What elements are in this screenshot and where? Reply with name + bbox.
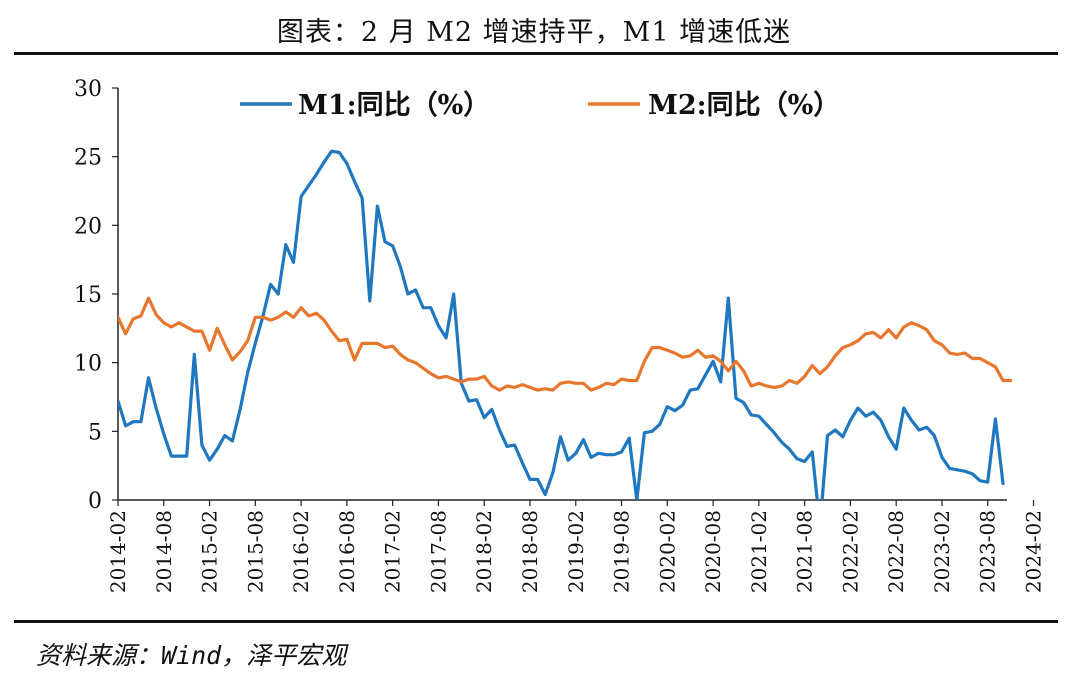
y-tick-label: 30 [74, 77, 102, 102]
x-tick-label: 2014-02 [106, 510, 130, 593]
x-tick-label: 2016-08 [335, 510, 359, 593]
y-tick-label: 10 [74, 352, 102, 377]
x-tick-label: 2019-08 [610, 510, 634, 593]
chart-axes: 0 5 10 15 20 25 30 2014-02 2014-08 2015-02 2015-08… [74, 77, 1046, 593]
legend-m2-label: M2:同比（%） [648, 90, 840, 121]
x-tick-label: 2021-08 [793, 510, 817, 593]
y-tick-label: 25 [74, 146, 102, 171]
x-tick-label: 2022-08 [884, 510, 908, 593]
y-tick-label: 0 [88, 489, 102, 514]
x-tick-label: 2017-08 [426, 510, 450, 593]
chart-title: 图表：2 月 M2 增速持平，M1 增速低迷 [276, 17, 792, 48]
x-tick-label: 2015-08 [243, 510, 267, 593]
chart-lines [118, 149, 1013, 500]
legend-m1-label: M1:同比（%） [298, 90, 490, 121]
chart-legend: M1:同比（%） M2:同比（%） [240, 90, 840, 121]
x-tick-label: 2022-02 [838, 510, 862, 593]
x-tick-label: 2023-08 [976, 510, 1000, 593]
x-tick-label: 2018-02 [472, 510, 496, 593]
x-tick-label: 2020-02 [655, 510, 679, 593]
x-tick-label: 2024-02 [1022, 510, 1046, 593]
bottom-divider [14, 620, 1058, 623]
x-tick-label: 2020-08 [701, 510, 725, 593]
title-divider [14, 52, 1058, 55]
x-tick-label: 2019-02 [564, 510, 588, 593]
line-chart: 0 5 10 15 20 25 30 2014-02 2014-08 2015-02 2015-08… [74, 77, 1046, 593]
m1-series-line [118, 149, 1005, 500]
x-tick-label: 2017-02 [381, 510, 405, 593]
x-tick-label: 2015-02 [198, 510, 222, 593]
y-tick-label: 15 [74, 283, 102, 308]
m2-series-line [118, 296, 1013, 392]
x-tick-label: 2014-08 [152, 510, 176, 593]
source-note: 资料来源：Wind，泽平宏观 [36, 641, 347, 670]
x-tick-label: 2018-08 [518, 510, 542, 593]
x-tick-label: 2023-02 [930, 510, 954, 593]
x-tick-label: 2021-02 [747, 510, 771, 593]
x-tick-label: 2016-02 [289, 510, 313, 593]
y-tick-label: 20 [74, 214, 102, 239]
y-tick-label: 5 [88, 420, 102, 445]
